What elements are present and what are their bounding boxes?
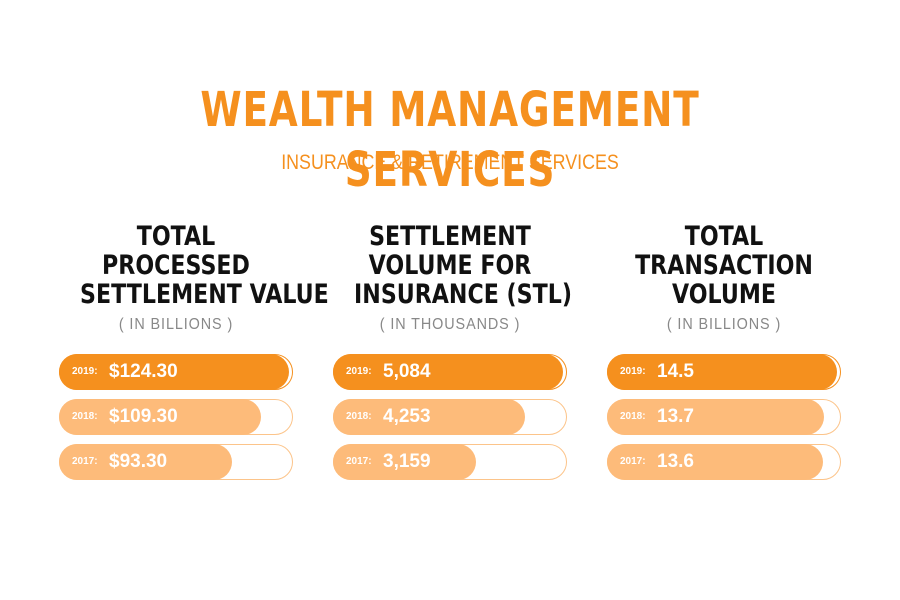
bar-value-label: 13.7 — [657, 406, 694, 427]
bar-2018: 2018: 13.7 — [607, 399, 841, 435]
chart-panel-settlement-value: TOTAL PROCESSED SETTLEMENT VALUE ( IN BI… — [59, 221, 329, 489]
page-title: WEALTH MANAGEMENT SERVICES — [200, 82, 700, 198]
bar-value-label: 14.5 — [657, 361, 694, 382]
bar-2019: 2019: $124.30 — [59, 354, 293, 390]
bar-2018: 2018: $109.30 — [59, 399, 293, 435]
bar-2017: 2017: 3,159 — [333, 444, 567, 480]
bar-year-label: 2017: — [72, 456, 98, 467]
chart-unit: ( IN BILLIONS ) — [666, 316, 782, 333]
bar-value-label: 4,253 — [383, 406, 431, 427]
bar-year-label: 2018: — [72, 411, 98, 422]
bar-year-label: 2017: — [620, 456, 646, 467]
bar-2017: 2017: $93.30 — [59, 444, 293, 480]
bar-fill — [333, 399, 525, 435]
bar-fill — [607, 399, 824, 435]
chart-unit: ( IN BILLIONS ) — [118, 316, 234, 333]
bar-fill — [333, 354, 563, 390]
bar-year-label: 2017: — [346, 456, 372, 467]
bar-year-label: 2019: — [72, 366, 98, 377]
chart-panel-transaction-volume: TOTAL TRANSACTION VOLUME ( IN BILLIONS )… — [607, 222, 841, 489]
bar-year-label: 2019: — [620, 366, 646, 377]
bar-fill — [59, 399, 261, 435]
bar-value-label: 13.6 — [657, 451, 694, 472]
bar-value-label: 3,159 — [383, 451, 431, 472]
bar-2019: 2019: 5,084 — [333, 354, 567, 390]
chart-unit: ( IN THOUSANDS ) — [379, 316, 521, 333]
chart-title: TOTAL TRANSACTION VOLUME — [628, 222, 820, 310]
bar-fill — [607, 444, 823, 480]
bar-2017: 2017: 13.6 — [607, 444, 841, 480]
chart-title-line: SETTLEMENT — [369, 221, 531, 252]
bar-year-label: 2018: — [620, 411, 646, 422]
chart-title-line: PROCESSED — [102, 250, 250, 281]
bar-2018: 2018: 4,253 — [333, 399, 567, 435]
bar-year-label: 2018: — [346, 411, 372, 422]
chart-title-line: VOLUME FOR — [368, 250, 532, 281]
bar-value-label: $124.30 — [109, 361, 178, 382]
bar-fill — [59, 354, 289, 390]
chart-title-line: TOTAL — [136, 221, 216, 252]
bar-list: 2019: 14.5 2018: 13.7 2017: 13.6 — [607, 354, 841, 480]
chart-title-line: TRANSACTION — [635, 250, 813, 281]
bar-year-label: 2019: — [346, 366, 372, 377]
chart-title-line: VOLUME — [671, 279, 777, 310]
chart-title-line: SETTLEMENT VALUE — [80, 279, 329, 310]
bar-list: 2019: $124.30 2018: $109.30 2017: $93.30 — [59, 354, 293, 480]
chart-title-line: TOTAL — [684, 221, 764, 252]
bar-fill — [333, 444, 476, 480]
bar-2019: 2019: 14.5 — [607, 354, 841, 390]
chart-title-line: INSURANCE (STL) — [354, 279, 572, 310]
chart-panel-settlement-volume: SETTLEMENT VOLUME FOR INSURANCE (STL) ( … — [333, 221, 572, 489]
bar-fill — [607, 354, 837, 390]
chart-title: SETTLEMENT VOLUME FOR INSURANCE (STL) — [354, 221, 572, 310]
bar-list: 2019: 5,084 2018: 4,253 2017: 3,159 — [333, 354, 567, 480]
bar-value-label: $109.30 — [109, 406, 178, 427]
chart-title: TOTAL PROCESSED SETTLEMENT VALUE — [80, 221, 329, 310]
bar-value-label: $93.30 — [109, 451, 168, 472]
page-subtitle: INSURANCE & RETIREMENT SERVICES — [281, 151, 619, 174]
bar-fill — [59, 444, 232, 480]
bar-value-label: 5,084 — [383, 361, 431, 382]
